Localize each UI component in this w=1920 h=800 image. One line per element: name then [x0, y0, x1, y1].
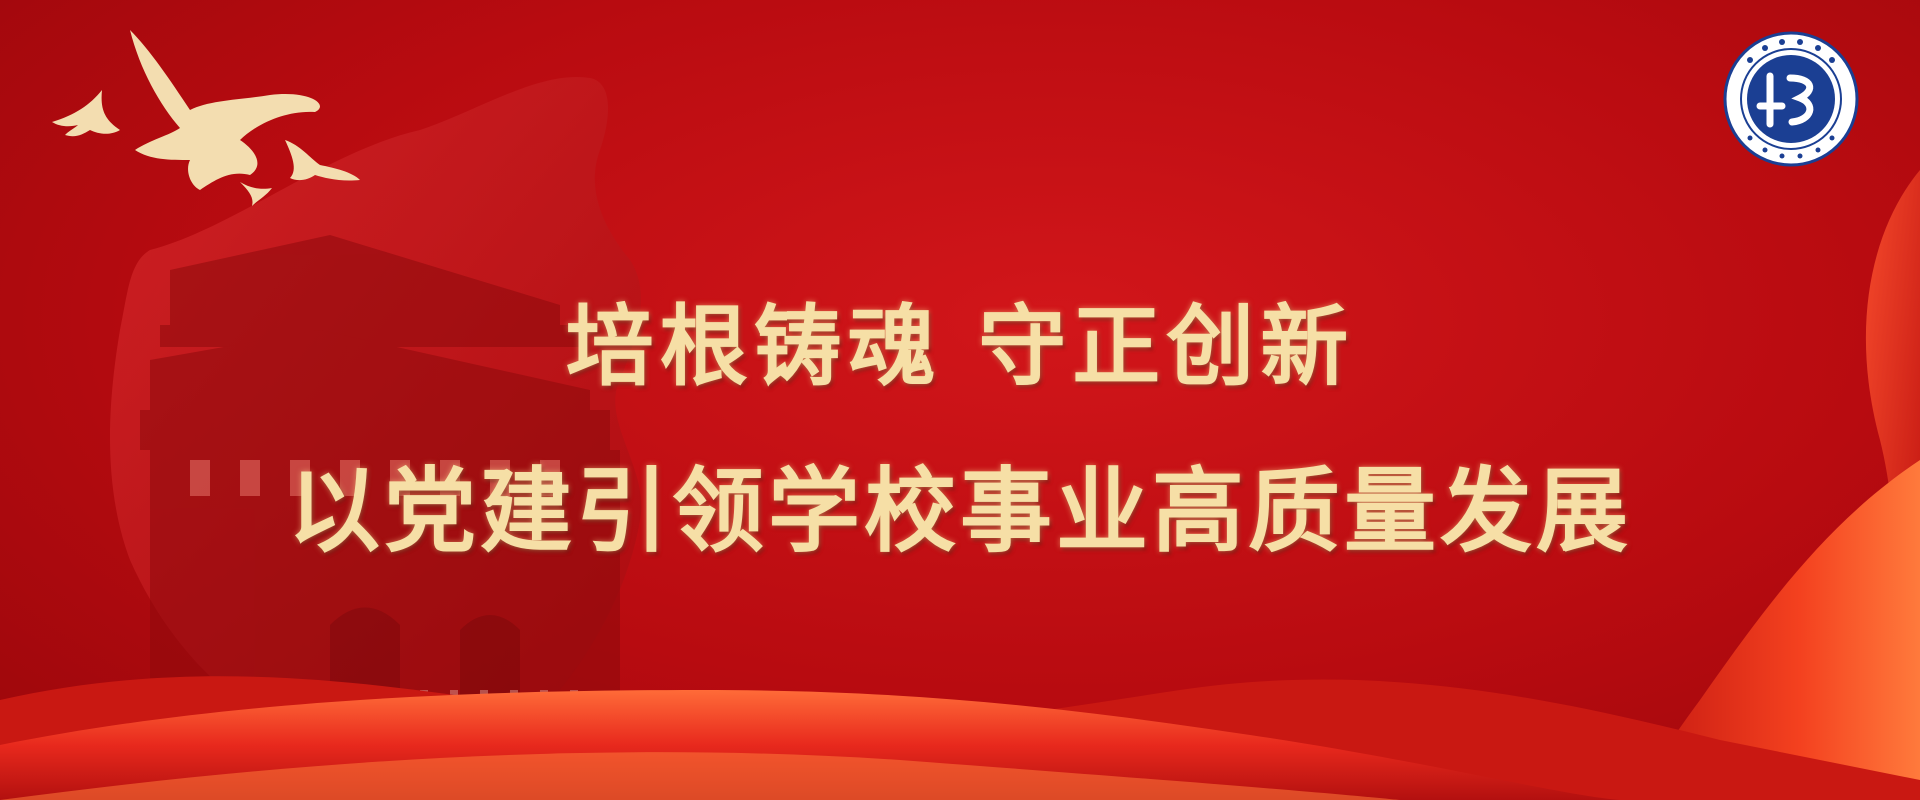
- school-emblem-icon: [1723, 31, 1859, 167]
- headline-line-1: 培根铸魂 守正创新: [565, 294, 1355, 398]
- dove-icon: [52, 30, 360, 206]
- headline-line-2: 以党建引领学校事业高质量发展: [287, 457, 1632, 565]
- gate-windows: [190, 460, 560, 496]
- tiananmen-gate: [140, 235, 620, 700]
